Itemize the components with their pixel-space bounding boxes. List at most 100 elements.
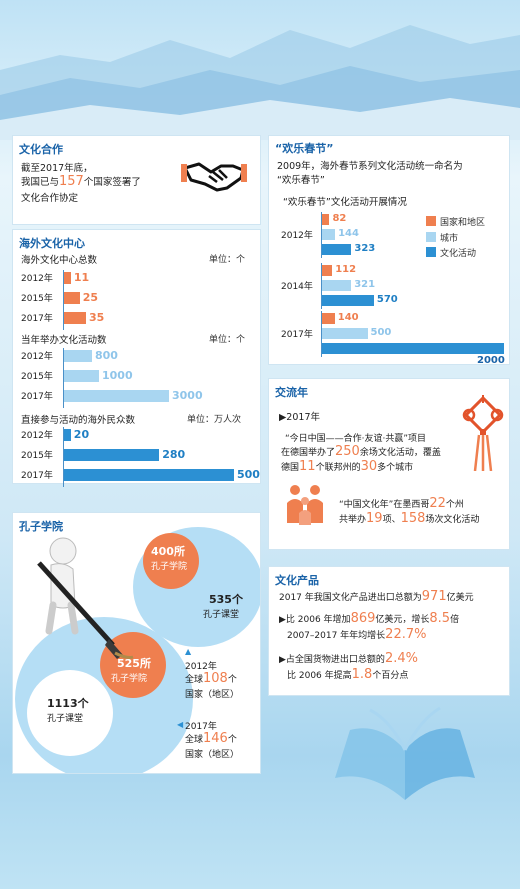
bar-value-label: 500 [237, 468, 260, 481]
bar-value-label: 11 [73, 271, 90, 284]
products-l2-num1: 869 [350, 611, 376, 626]
class-2017-value: 1113个 [47, 697, 89, 710]
exchange-l3-num2: 30 [360, 459, 378, 474]
bar-value-label: 112 [335, 264, 357, 275]
cooperation-count: 157 [59, 174, 84, 189]
bar [322, 214, 330, 225]
category-label: 2015年 [21, 451, 53, 461]
global-2012-a: 全球 [185, 675, 204, 685]
bar-value-label: 323 [354, 243, 376, 254]
exchange-l4-b: 个州 [445, 500, 464, 510]
cooperation-title: 文化合作 [19, 143, 63, 156]
exchange-l2: 在德国举办了250余场文化活动，覆盖 [281, 444, 441, 459]
circle-2012-inner [143, 533, 199, 589]
class-2017-label: 孔子课堂 [47, 714, 84, 724]
exchange-l2-a: 在德国举办了 [281, 448, 336, 458]
spring-subtitle: “欢乐春节”文化活动开展情况 [283, 197, 407, 208]
products-title: 文化产品 [275, 574, 319, 587]
bar [322, 265, 333, 276]
bar [64, 390, 169, 402]
brush-figure-icon [37, 537, 134, 659]
axis-line [321, 311, 322, 357]
bar [322, 295, 374, 306]
centers-total-title: 海外文化中心总数 [21, 255, 98, 266]
year-2012-label: 2012年 [185, 662, 217, 672]
bar [322, 313, 335, 324]
bar-value-label: 82 [332, 213, 347, 224]
legend-swatch-countries [426, 216, 436, 226]
exchange-l5-a: 共举办 [339, 515, 367, 525]
category-label: 2012年 [21, 431, 53, 441]
exchange-l3-num1: 11 [299, 459, 316, 474]
bar-value-label: 3000 [172, 389, 203, 402]
bar-value-label: 800 [95, 349, 118, 362]
exchange-l2-b: 余场文化活动，覆盖 [359, 448, 441, 458]
bar-value-label: 321 [354, 279, 376, 290]
chinese-knot-icon [462, 395, 504, 471]
handshake-icon [181, 162, 247, 192]
people-icon [287, 485, 323, 525]
exchange-l5: 共举办19项、158场次文化活动 [339, 511, 479, 526]
exchange-l2-num: 250 [335, 444, 360, 459]
axis-line [63, 427, 64, 487]
products-panel: 文化产品 2017 年我国文化产品进出口总额为971亿美元 ▶比 2006 年增… [268, 566, 510, 696]
confucius-title: 孔子学院 [19, 520, 63, 533]
spring-panel: “欢乐春节” 2009年，海外春节系列文化活动统一命名为 “欢乐春节” “欢乐春… [268, 135, 510, 366]
cooperation-panel: 文化合作 截至2017年底， 我国已与157个国家签署了 文化合作协定 [12, 135, 261, 225]
region-2017-label: 国家（地区） [185, 750, 240, 760]
centers-activities-unit: 单位：个 [209, 335, 246, 345]
bar-value-label: 280 [162, 448, 186, 461]
exchange-panel: 交流年 ▶2017年 “今日中国——合作·友谊·共赢”项目 在德国举办了250余… [268, 378, 510, 550]
category-label: 2017年 [21, 471, 53, 481]
category-label: 2012年 [281, 231, 313, 241]
bar-value-label: 25 [82, 291, 99, 304]
category-label: 2015年 [21, 294, 53, 304]
products-l5-a: 比 2006 年提高 [287, 671, 352, 681]
global-2017-a: 全球 [185, 735, 204, 745]
exchange-l4-num: 22 [429, 496, 446, 511]
bar [64, 272, 71, 284]
class-2012-value: 535个 [209, 593, 243, 606]
bar-value-label: 20 [73, 428, 90, 441]
products-l4-num: 2.4% [384, 651, 418, 666]
cooperation-line3: 文化合作协定 [21, 193, 79, 204]
bar [322, 244, 352, 255]
bar-value-label: 500 [370, 327, 392, 338]
exchange-l3-a: 德国 [281, 463, 300, 473]
bar-value-label: 144 [338, 228, 359, 239]
bar-value-label: 35 [89, 311, 105, 324]
inst-2017-label: 孔子学院 [111, 674, 148, 684]
inst-2012-value: 400所 [151, 545, 185, 558]
exchange-l4: “中国文化年”在墨西哥22个州 [339, 496, 464, 511]
region-2012-label: 国家（地区） [185, 690, 240, 700]
legend-label-cities: 城市 [440, 234, 459, 244]
category-label: 2012年 [21, 352, 53, 362]
bar [64, 312, 86, 324]
axis-line [321, 263, 322, 309]
tri-2012: ▲ [185, 647, 192, 656]
category-label: 2015年 [21, 372, 53, 382]
products-l4-a: ▶占全国货物进出口总额的 [279, 655, 385, 665]
cooperation-line2: 我国已与157个国家签署了 [21, 174, 141, 189]
bar [64, 292, 80, 304]
legend-label-activities: 文化活动 [440, 249, 477, 259]
products-l3: 2007–2017 年年均增长22.7% [287, 627, 426, 642]
exchange-l5-num2: 158 [400, 511, 426, 526]
axis-line [63, 270, 64, 330]
products-l3-a: 2007–2017 年年均增长 [287, 631, 386, 641]
bar-value-label: 2000 [477, 355, 505, 366]
exchange-l5-b: 项、 [382, 515, 401, 525]
products-l1-a: 2017 年我国文化产品进出口总额为 [279, 593, 422, 603]
bar-value-label: 1000 [102, 369, 133, 382]
bar [322, 229, 336, 240]
centers-panel: 海外文化中心 海外文化中心总数 单位：个 2012年 11 2015年 25 2017年… [12, 229, 261, 487]
count-2017-value: 146 [203, 731, 228, 746]
cooperation-line2-a: 我国已与 [21, 177, 60, 188]
centers-total-unit: 单位：个 [209, 255, 246, 265]
exchange-l5-c: 场次文化活动 [425, 515, 480, 525]
products-l2-num2: 8.5 [429, 611, 451, 626]
centers-people-title: 直接参与活动的海外民众数 [21, 415, 136, 426]
bar [64, 429, 71, 441]
cooperation-line1: 截至2017年底， [21, 163, 93, 174]
